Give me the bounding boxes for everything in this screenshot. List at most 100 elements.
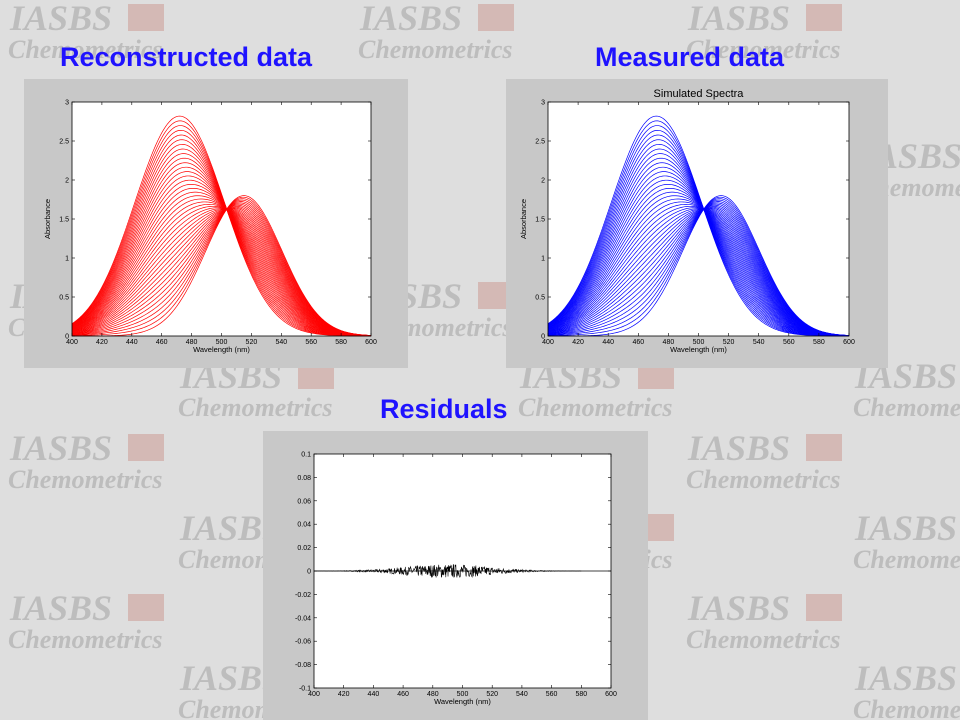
watermark-line1: IASBS <box>9 428 112 468</box>
spectrum-line <box>547 183 850 337</box>
residuals-chart-panel: 400 420 440 460 480 500 520 540 560 580 600 0.1 0.08… <box>263 431 648 720</box>
y-tick-label: -0.1 <box>299 686 311 693</box>
y-tick-label: -0.02 <box>295 592 311 599</box>
x-tick-label: 540 <box>516 691 528 698</box>
x-tick-label: 560 <box>305 339 317 346</box>
y-tick-label: 3 <box>541 100 545 107</box>
watermark-line1: IASBS <box>854 508 957 548</box>
x-tick-label: 500 <box>216 339 228 346</box>
y-tick-label: 0.02 <box>297 545 311 552</box>
y-tick-label: 1 <box>541 256 545 263</box>
x-tick-label: 500 <box>693 339 705 346</box>
x-tick-label: 540 <box>753 339 765 346</box>
x-axis-label: Wavelength (nm) <box>193 345 250 354</box>
x-tick-label: 520 <box>723 339 735 346</box>
watermark-logo-icon <box>478 4 514 31</box>
watermark-line1: IASBS <box>854 658 957 698</box>
y-tick-label: -0.04 <box>295 615 311 622</box>
x-tick-label: 440 <box>126 339 138 346</box>
y-tick-label: 3 <box>65 100 69 107</box>
y-tick-label: 0.1 <box>301 452 311 459</box>
measured-data-title: Measured data <box>595 42 785 72</box>
spectrum-line <box>547 175 850 337</box>
watermark-line1: IASBS <box>687 428 790 468</box>
x-tick-label: 400 <box>542 339 554 346</box>
x-tick-label: 580 <box>813 339 825 346</box>
y-tick-label: 0.08 <box>297 475 311 482</box>
spectrum-line <box>547 179 850 337</box>
spectrum-line <box>547 187 850 337</box>
watermark-logo-icon <box>806 4 842 31</box>
x-tick-label: 480 <box>186 339 198 346</box>
spectrum-line <box>71 204 372 337</box>
y-tick-label: 2 <box>541 178 545 185</box>
x-tick-label: 600 <box>605 691 617 698</box>
plot-area <box>72 102 371 336</box>
y-tick-label: 0.5 <box>59 295 69 302</box>
reconstructed-data-title: Reconstructed data <box>60 42 313 72</box>
series-group <box>313 564 611 578</box>
plot-area <box>548 102 849 336</box>
x-axis-label: Wavelength (nm) <box>434 697 491 706</box>
watermark-line2: Chemometrics <box>686 465 841 494</box>
y-tick-label: 2.5 <box>59 139 69 146</box>
watermark-line2: Chemometrics <box>8 465 163 494</box>
x-tick-label: 480 <box>427 691 439 698</box>
y-tick-label: 2.5 <box>535 139 545 146</box>
x-tick-label: 560 <box>783 339 795 346</box>
y-axis-label: Absorbance <box>519 199 528 239</box>
watermark-line2: Chemometrics <box>686 625 841 654</box>
reconstructed-spectra-chart: 400 420 440 460 480 500 520 540 560 580 600 0 0.5 1 1.… <box>43 100 377 355</box>
watermark-logo-icon <box>806 594 842 621</box>
spectrum-line <box>547 191 850 337</box>
series-group <box>547 115 850 337</box>
x-tick-label: 600 <box>365 339 377 346</box>
x-tick-label: 460 <box>397 691 409 698</box>
y-tick-label: 0 <box>541 334 545 341</box>
spectrum-line <box>71 208 372 337</box>
x-tick-label: 400 <box>308 691 320 698</box>
watermark-line1: IASBS <box>687 588 790 628</box>
watermark-line1: IASBS <box>687 0 790 38</box>
watermark-line2: Chemometrics <box>853 695 960 720</box>
x-tick-label: 420 <box>338 691 350 698</box>
x-tick-label: 420 <box>96 339 108 346</box>
spectrum-line <box>547 201 850 337</box>
x-tick-label: 580 <box>335 339 347 346</box>
chart-title: Simulated Spectra <box>654 88 745 100</box>
x-tick-label: 480 <box>663 339 675 346</box>
spectrum-line <box>71 175 372 337</box>
x-tick-label: 460 <box>156 339 168 346</box>
y-tick-label: 0 <box>65 334 69 341</box>
watermark-line1: IASBS <box>9 0 112 38</box>
watermark-line1: IASBS <box>359 0 462 38</box>
measured-chart-panel: 400 420 440 460 480 500 520 540 560 580 600 0 0.5 1 1.… <box>506 79 888 368</box>
watermark-logo-icon <box>128 4 164 31</box>
spectrum-line <box>71 179 372 337</box>
watermark-logo-icon <box>806 434 842 461</box>
watermark-line2: Chemometrics <box>686 35 841 64</box>
spectrum-line <box>71 171 372 337</box>
y-tick-label: 1.5 <box>535 217 545 224</box>
spectrum-line <box>71 201 372 337</box>
x-tick-label: 600 <box>843 339 855 346</box>
x-tick-label: 560 <box>546 691 558 698</box>
spectrum-line <box>548 195 850 337</box>
spectrum-line <box>71 187 372 337</box>
spectrum-line <box>71 205 372 337</box>
watermark-line2: Chemometrics <box>178 393 333 422</box>
y-tick-label: 0.04 <box>297 522 311 529</box>
y-tick-label: 1 <box>65 256 69 263</box>
x-tick-label: 520 <box>246 339 258 346</box>
watermark-line2: Chemometrics <box>518 393 673 422</box>
x-tick-label: 460 <box>632 339 644 346</box>
x-tick-label: 540 <box>275 339 287 346</box>
watermark-logo-icon <box>128 434 164 461</box>
y-tick-label: -0.08 <box>295 662 311 669</box>
